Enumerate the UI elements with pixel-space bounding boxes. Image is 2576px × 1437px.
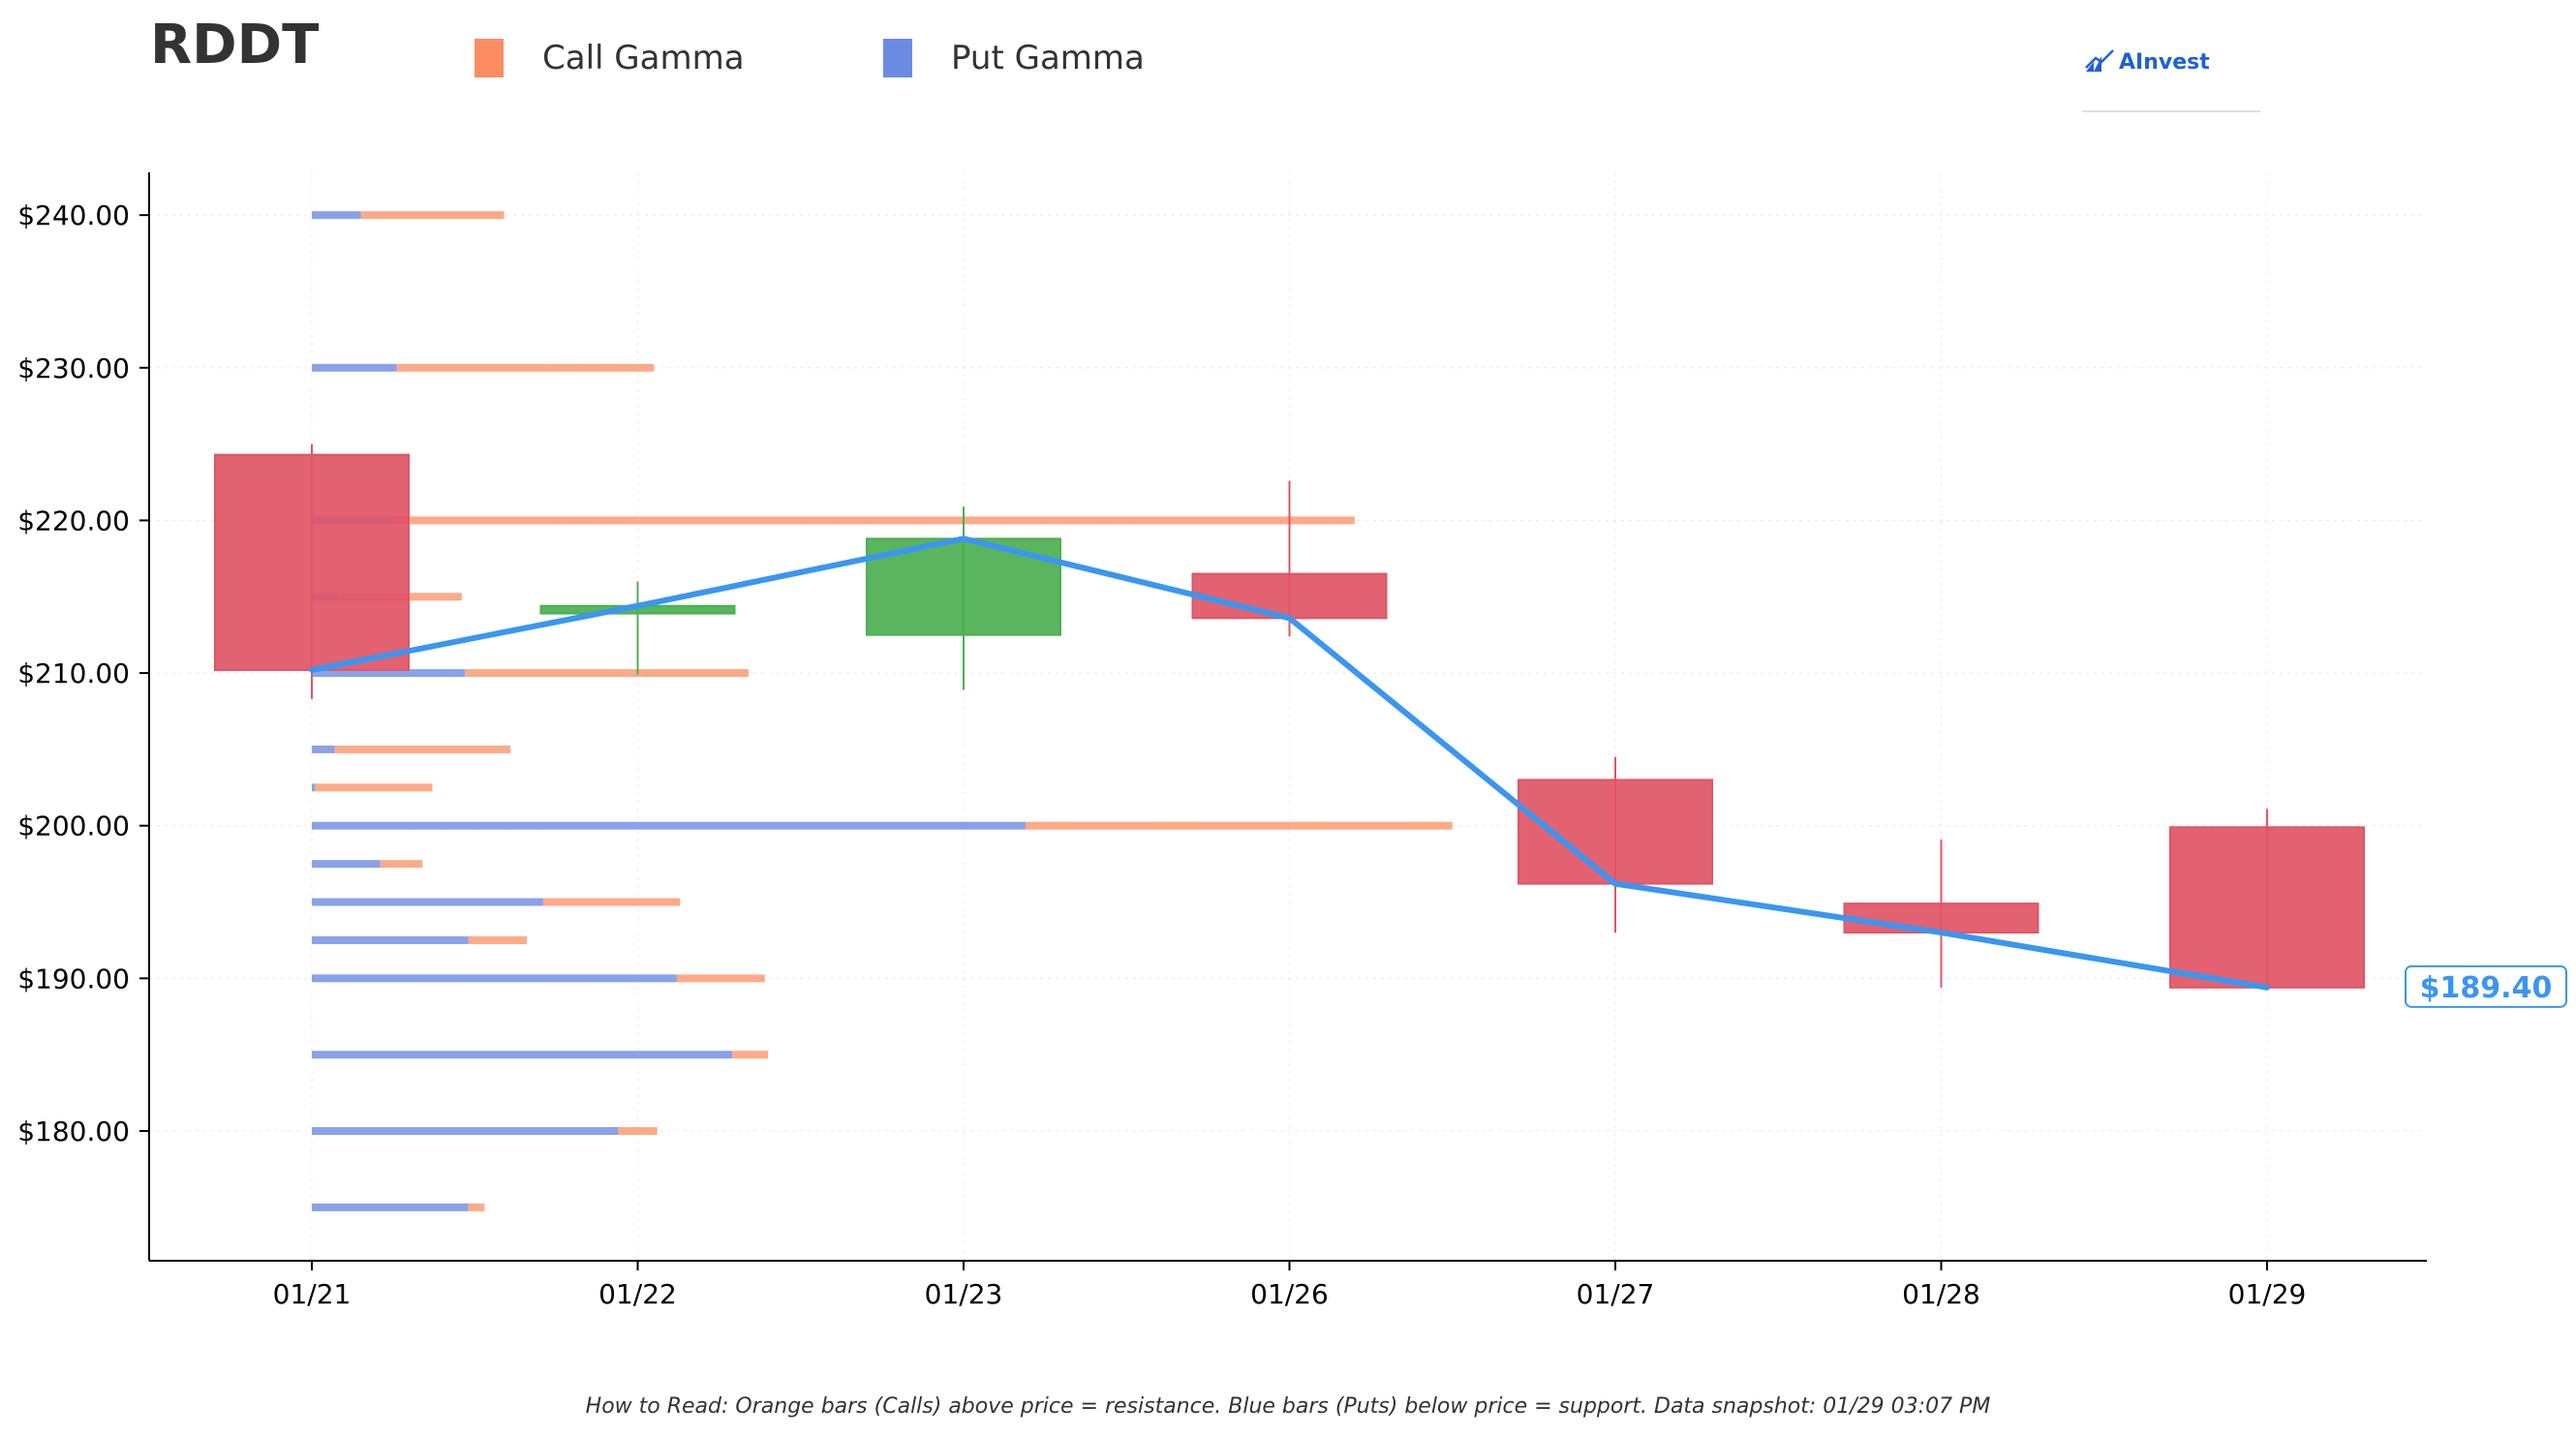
legend-swatch-call: [475, 39, 504, 77]
legend-item-call-gamma: Call Gamma: [475, 37, 745, 79]
call-gamma-bar: [360, 211, 505, 220]
put-gamma-bar: [312, 821, 1026, 830]
x-tick-label: 01/22: [598, 1278, 677, 1310]
grid-layer: [149, 172, 2427, 1261]
put-gamma-bar: [312, 898, 543, 906]
call-gamma-bar: [1025, 821, 1453, 830]
x-tick-label: 01/26: [1250, 1278, 1329, 1310]
candle-body: [1843, 902, 2039, 934]
call-gamma-bar: [732, 1051, 769, 1059]
call-gamma-bar: [618, 1127, 658, 1136]
price-line: [309, 535, 2270, 991]
ainvest-logo: AInvest: [2082, 45, 2260, 112]
price-line-layer: [309, 535, 2270, 991]
legend-item-put-gamma: Put Gamma: [883, 37, 1145, 79]
price-label-layer: $189.40: [2405, 964, 2567, 1008]
last-price-box: [2405, 964, 2567, 1008]
candle-body: [2169, 826, 2365, 989]
put-gamma-bar: [312, 745, 335, 753]
call-gamma-bar: [396, 363, 655, 372]
axes-layer: $180.00 $190.00 $200.00 $210.00 $220.00 $230.…: [17, 172, 2427, 1310]
put-gamma-bar: [312, 1127, 619, 1136]
footnote: How to Read: Orange bars (Calls) above p…: [585, 1394, 1991, 1419]
x-tick-label: 01/29: [2228, 1278, 2307, 1310]
legend-swatch-put: [883, 39, 912, 77]
legend-label-put: Put Gamma: [951, 39, 1145, 77]
call-gamma-bar: [676, 974, 765, 983]
call-gamma-bar: [465, 669, 749, 678]
ainvest-logo-icon: [2085, 49, 2114, 72]
gamma-bars-layer: [312, 211, 1453, 1211]
call-gamma-bar: [380, 860, 423, 869]
candle-body: [1191, 572, 1388, 620]
last-price-label: $189.40: [2420, 971, 2553, 1005]
put-gamma-bar: [312, 860, 381, 869]
y-tick-label: $190.00: [17, 963, 130, 994]
put-gamma-bar: [312, 363, 397, 372]
put-gamma-bar: [312, 1203, 469, 1211]
put-gamma-bar: [312, 211, 361, 220]
call-gamma-bar: [468, 935, 528, 944]
put-gamma-bar: [312, 935, 469, 944]
y-tick-label: $180.00: [17, 1116, 130, 1147]
y-tick-label: $210.00: [17, 657, 130, 689]
put-gamma-bar: [312, 669, 466, 678]
call-gamma-bar: [393, 516, 1355, 525]
call-gamma-bar: [315, 783, 433, 792]
candles-layer: [214, 443, 2365, 990]
x-tick-label: 01/23: [925, 1278, 1003, 1310]
legend-label-call: Call Gamma: [542, 39, 745, 77]
y-tick-label: $200.00: [17, 810, 130, 842]
x-tick-label: 01/28: [1902, 1278, 1980, 1310]
x-tick-label: 01/27: [1577, 1278, 1655, 1310]
put-gamma-bar: [312, 783, 316, 792]
y-tick-label: $240.00: [17, 199, 130, 231]
logo-text: AInvest: [2119, 50, 2210, 75]
call-gamma-bar: [468, 1203, 485, 1211]
y-tick-label: $220.00: [17, 504, 130, 536]
logo-divider: [2082, 110, 2260, 112]
ticker-title: RDDT: [150, 14, 320, 76]
x-tick-label: 01/21: [273, 1278, 352, 1310]
put-gamma-bar: [312, 974, 677, 983]
call-gamma-bar: [542, 898, 681, 906]
put-gamma-bar: [312, 1051, 733, 1059]
call-gamma-bar: [334, 745, 511, 753]
y-tick-label: $230.00: [17, 352, 130, 384]
candle-body: [214, 453, 410, 671]
